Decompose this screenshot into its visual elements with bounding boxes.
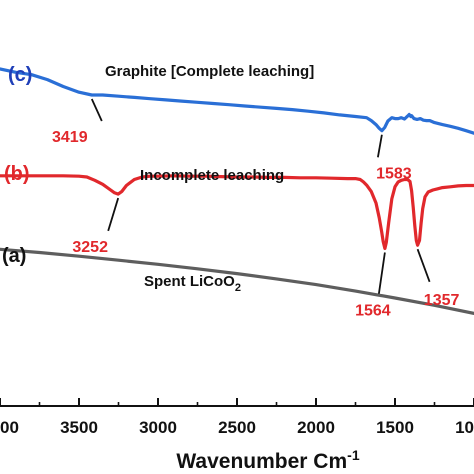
peak-leader-line	[377, 252, 386, 294]
series-line-graphite-complete-leaching	[0, 67, 474, 135]
series-line-incomplete-leaching	[0, 174, 474, 251]
peak-leader-line	[376, 134, 383, 158]
series-tag-b: (b)	[4, 163, 30, 185]
x-tick-label-2500: 2500	[218, 418, 256, 437]
peak-label-3252: 3252	[72, 239, 108, 256]
series-name-spent-licoo: Spent LiCoO2	[144, 273, 241, 294]
x-tick-label-2000: 2000	[297, 418, 335, 437]
series-name-incomplete-leaching: Incomplete leaching	[140, 167, 284, 184]
x-tick-label-4000: 4000	[0, 418, 19, 437]
peak-label-1583: 1583	[376, 166, 412, 183]
x-tick-label-3000: 3000	[139, 418, 177, 437]
peak-label-3419: 3419	[52, 129, 88, 146]
series-tag-a: (a)	[2, 245, 26, 267]
peak-leader-line	[107, 197, 120, 232]
series-line-spent-licoo	[0, 247, 474, 315]
peak-label-1357: 1357	[424, 292, 460, 309]
x-tick-label-3500: 3500	[60, 418, 98, 437]
peak-label-1564: 1564	[355, 302, 391, 319]
series-name-graphite-complete-leaching: Graphite [Complete leaching]	[105, 63, 314, 80]
series-tag-c: (c)	[8, 64, 32, 86]
x-tick-label-1000: 1000	[455, 418, 474, 437]
peak-leader-line	[416, 248, 431, 283]
peak-leader-line	[90, 98, 103, 122]
x-tick-label-1500: 1500	[376, 418, 414, 437]
x-axis-label: Wavenumber Cm-1	[176, 447, 359, 473]
